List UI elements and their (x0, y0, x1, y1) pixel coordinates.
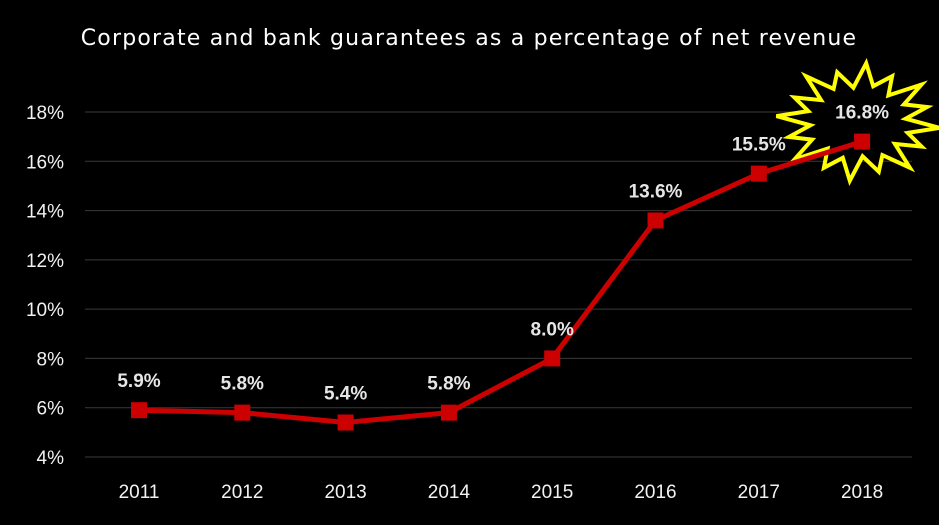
y-tick-label: 16% (26, 152, 64, 173)
series-line (138, 139, 863, 425)
data-label: 5.8% (221, 374, 264, 395)
data-label: 5.4% (324, 384, 367, 405)
data-label: 8.0% (531, 319, 574, 340)
x-tick-label: 2016 (634, 482, 676, 503)
data-label: 13.6% (629, 181, 683, 202)
data-point (854, 133, 871, 150)
x-axis-ticks: 2011 2012 2013 2014 2015 2016 2017 2018 (119, 482, 884, 503)
y-tick-label: 8% (37, 349, 65, 370)
series-group (131, 133, 871, 431)
data-point (647, 212, 664, 229)
highlight-starburst (775, 58, 939, 186)
data-point (234, 404, 251, 421)
data-point (750, 165, 767, 182)
y-tick-label: 18% (26, 103, 64, 124)
y-axis-ticks: 4% 6% 8% 10% 12% 14% 16% 18% (26, 103, 64, 469)
y-tick-label: 4% (37, 448, 65, 469)
x-tick-label: 2011 (119, 482, 160, 503)
data-point (131, 402, 147, 419)
data-point (337, 414, 354, 431)
x-tick-label: 2017 (738, 482, 780, 503)
x-tick-label: 2014 (428, 482, 471, 503)
x-tick-label: 2015 (531, 482, 573, 503)
y-tick-label: 14% (26, 202, 64, 223)
data-point (440, 404, 457, 421)
data-labels: 5.9% 5.8% 5.4% 5.8% 8.0% 13.6% 15.5% 16.8% (117, 103, 889, 405)
chart-title: Corporate and bank guarantees as a perce… (81, 26, 858, 51)
y-tick-label: 10% (26, 300, 64, 321)
x-tick-label: 2012 (221, 482, 263, 503)
gridlines (85, 111, 912, 458)
x-tick-label: 2013 (324, 482, 366, 503)
y-tick-label: 12% (26, 251, 64, 272)
highlight-starburst-group (775, 58, 939, 186)
y-tick-label: 6% (37, 399, 65, 420)
data-label: 5.9% (117, 371, 160, 392)
data-point (544, 350, 561, 367)
data-label: 5.8% (427, 374, 470, 395)
data-label: 16.8% (835, 103, 889, 124)
data-label: 15.5% (732, 135, 786, 156)
x-tick-label: 2018 (841, 482, 883, 503)
